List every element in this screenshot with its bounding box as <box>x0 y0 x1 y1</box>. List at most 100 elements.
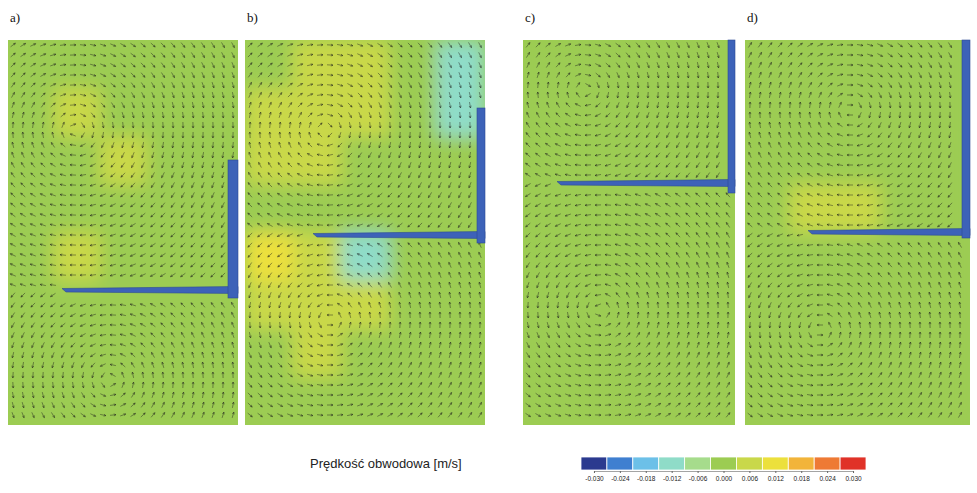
velocity-arrow <box>389 102 391 108</box>
velocity-arrow <box>120 214 125 217</box>
velocity-arrow <box>92 132 94 138</box>
velocity-arrow <box>327 214 333 216</box>
velocity-arrow <box>80 234 86 236</box>
velocity-arrow <box>202 132 204 138</box>
velocity-arrow <box>182 362 184 368</box>
velocity-arrow <box>122 102 125 107</box>
velocity-arrow <box>12 352 14 358</box>
velocity-arrow <box>92 382 94 388</box>
field-cell <box>693 329 735 378</box>
velocity-arrow <box>428 43 432 48</box>
velocity-arrow <box>192 352 194 358</box>
velocity-arrow <box>439 82 441 88</box>
velocity-arrow <box>50 224 56 226</box>
velocity-arrow <box>259 312 261 318</box>
velocity-arrow <box>22 102 25 107</box>
velocity-arrow <box>31 193 36 196</box>
velocity-arrow <box>317 114 323 116</box>
velocity-arrow <box>70 124 76 126</box>
velocity-arrow <box>449 182 452 187</box>
velocity-arrow <box>469 262 471 268</box>
velocity-arrow <box>546 53 550 57</box>
velocity-arrow <box>32 152 35 157</box>
velocity-arrow <box>389 282 392 287</box>
velocity-arrow <box>80 104 86 106</box>
velocity-arrow <box>22 402 24 408</box>
velocity-arrow <box>298 273 303 276</box>
velocity-arrow <box>269 332 271 338</box>
velocity-arrow <box>277 54 282 57</box>
velocity-arrow <box>51 103 56 107</box>
velocity-arrow <box>537 82 539 88</box>
velocity-arrow <box>202 122 204 128</box>
velocity-arrow <box>80 144 85 147</box>
velocity-arrow <box>120 274 126 276</box>
velocity-arrow <box>131 183 135 187</box>
field-cell <box>693 233 735 282</box>
velocity-arrow <box>349 312 351 318</box>
field-cell <box>245 281 294 330</box>
velocity-arrow <box>278 93 282 98</box>
velocity-arrow <box>60 74 66 76</box>
velocity-arrow <box>191 243 195 247</box>
velocity-arrow <box>337 84 343 86</box>
velocity-arrow <box>30 214 35 217</box>
velocity-arrow <box>181 323 185 328</box>
velocity-arrow <box>171 63 174 68</box>
field-cell <box>146 136 193 185</box>
velocity-arrow <box>269 312 271 318</box>
velocity-arrow <box>546 363 550 367</box>
velocity-arrow <box>41 153 45 158</box>
velocity-arrow <box>70 184 76 186</box>
velocity-arrow <box>399 352 402 357</box>
velocity-arrow <box>297 224 303 226</box>
velocity-arrow <box>369 152 372 157</box>
velocity-arrow <box>142 132 144 138</box>
velocity-arrow <box>449 252 452 257</box>
velocity-arrow <box>409 312 411 318</box>
field-cell <box>100 329 147 378</box>
velocity-arrow <box>278 363 282 367</box>
velocity-arrow <box>269 132 271 138</box>
velocity-arrow <box>258 193 262 197</box>
velocity-arrow <box>202 52 205 57</box>
velocity-arrow <box>172 72 175 77</box>
field-cell <box>565 377 608 425</box>
velocity-arrow <box>555 194 561 196</box>
velocity-arrow <box>40 214 46 216</box>
velocity-arrow <box>419 332 421 338</box>
velocity-arrow <box>399 122 401 128</box>
velocity-arrow <box>122 152 125 157</box>
velocity-arrow <box>368 263 373 267</box>
velocity-arrow <box>40 274 46 276</box>
velocity-arrow <box>347 374 353 376</box>
velocity-arrow <box>399 342 401 348</box>
velocity-arrow <box>347 174 352 177</box>
field-cell <box>54 136 101 185</box>
velocity-arrow <box>287 64 292 67</box>
velocity-arrow <box>22 122 24 128</box>
velocity-arrow <box>80 84 86 86</box>
velocity-arrow <box>72 372 74 378</box>
velocity-arrow <box>469 292 471 298</box>
velocity-arrow <box>409 142 411 148</box>
velocity-arrow <box>358 103 361 108</box>
velocity-arrow <box>546 133 551 137</box>
velocity-arrow <box>258 53 263 57</box>
velocity-arrow <box>70 174 76 176</box>
velocity-arrow <box>469 142 471 148</box>
velocity-arrow <box>379 332 381 338</box>
velocity-arrow <box>358 153 361 158</box>
velocity-arrow <box>131 53 136 57</box>
velocity-arrow <box>42 142 45 147</box>
velocity-arrow <box>309 312 311 318</box>
velocity-arrow <box>439 92 441 98</box>
velocity-arrow <box>192 372 194 378</box>
velocity-arrow <box>279 132 281 138</box>
velocity-arrow <box>357 254 362 257</box>
velocity-arrow <box>60 194 66 196</box>
velocity-arrow <box>151 223 156 227</box>
velocity-arrow <box>307 244 313 246</box>
velocity-arrow <box>60 244 66 246</box>
velocity-arrow <box>439 62 442 67</box>
